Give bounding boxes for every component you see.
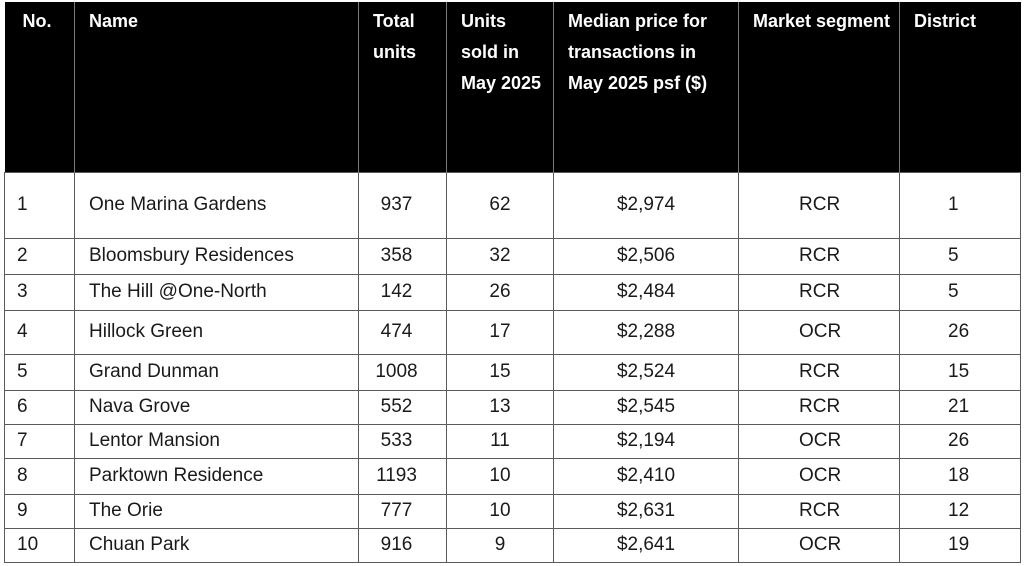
cell-units-sold: 10 <box>446 493 554 529</box>
table-row: 1 One Marina Gardens 937 62 $2,974 RCR 1 <box>4 171 1021 239</box>
cell-median-price: $2,545 <box>553 389 739 425</box>
table-row: 3 The Hill @One-North 142 26 $2,484 RCR 5 <box>4 273 1021 311</box>
table-row: 10 Chuan Park 916 9 $2,641 OCR 19 <box>4 527 1021 563</box>
cell-market-segment: OCR <box>738 423 900 459</box>
table-row: 4 Hillock Green 474 17 $2,288 OCR 26 <box>4 309 1021 355</box>
cell-units-sold: 13 <box>446 389 554 425</box>
cell-median-price: $2,410 <box>553 457 739 495</box>
cell-median-price: $2,484 <box>553 273 739 311</box>
cell-district: 5 <box>899 237 1021 275</box>
table-row: 8 Parktown Residence 1193 10 $2,410 OCR 18 <box>4 457 1021 495</box>
cell-district: 26 <box>899 423 1021 459</box>
cell-total-units: 552 <box>358 389 447 425</box>
cell-name: Parktown Residence <box>74 457 359 495</box>
cell-name: Nava Grove <box>74 389 359 425</box>
cell-market-segment: RCR <box>738 493 900 529</box>
cell-no: 10 <box>4 527 75 563</box>
cell-median-price: $2,524 <box>553 353 739 391</box>
cell-total-units: 142 <box>358 273 447 311</box>
header-district: District <box>899 2 1021 172</box>
cell-district: 15 <box>899 353 1021 391</box>
header-name: Name <box>74 2 359 172</box>
cell-district: 26 <box>899 309 1021 355</box>
cell-name: One Marina Gardens <box>74 171 359 239</box>
table-row: 2 Bloomsbury Residences 358 32 $2,506 RCR 5 <box>4 237 1021 275</box>
cell-total-units: 474 <box>358 309 447 355</box>
cell-median-price: $2,506 <box>553 237 739 275</box>
cell-no: 1 <box>4 171 75 239</box>
cell-total-units: 533 <box>358 423 447 459</box>
table-row: 5 Grand Dunman 1008 15 $2,524 RCR 15 <box>4 353 1021 391</box>
cell-total-units: 777 <box>358 493 447 529</box>
cell-market-segment: RCR <box>738 273 900 311</box>
cell-total-units: 937 <box>358 171 447 239</box>
cell-name: Hillock Green <box>74 309 359 355</box>
cell-units-sold: 15 <box>446 353 554 391</box>
cell-total-units: 1008 <box>358 353 447 391</box>
cell-name: Lentor Mansion <box>74 423 359 459</box>
cell-name: Chuan Park <box>74 527 359 563</box>
header-row: No. Name Total units Units sold in May 2… <box>4 2 1021 172</box>
cell-district: 1 <box>899 171 1021 239</box>
cell-median-price: $2,194 <box>553 423 739 459</box>
cell-units-sold: 11 <box>446 423 554 459</box>
cell-district: 12 <box>899 493 1021 529</box>
cell-district: 18 <box>899 457 1021 495</box>
header-market-segment: Market segment <box>738 2 900 172</box>
cell-total-units: 358 <box>358 237 447 275</box>
cell-market-segment: OCR <box>738 527 900 563</box>
cell-name: The Orie <box>74 493 359 529</box>
cell-no: 8 <box>4 457 75 495</box>
cell-district: 19 <box>899 527 1021 563</box>
cell-median-price: $2,974 <box>553 171 739 239</box>
table-row: 9 The Orie 777 10 $2,631 RCR 12 <box>4 493 1021 529</box>
cell-market-segment: OCR <box>738 309 900 355</box>
cell-no: 9 <box>4 493 75 529</box>
cell-district: 21 <box>899 389 1021 425</box>
cell-units-sold: 26 <box>446 273 554 311</box>
cell-district: 5 <box>899 273 1021 311</box>
cell-market-segment: RCR <box>738 389 900 425</box>
cell-name: Bloomsbury Residences <box>74 237 359 275</box>
header-units-sold: Units sold in May 2025 <box>446 2 554 172</box>
cell-market-segment: RCR <box>738 353 900 391</box>
cell-units-sold: 62 <box>446 171 554 239</box>
cell-units-sold: 9 <box>446 527 554 563</box>
cell-no: 6 <box>4 389 75 425</box>
header-no: No. <box>4 2 75 172</box>
cell-market-segment: RCR <box>738 237 900 275</box>
cell-units-sold: 10 <box>446 457 554 495</box>
cell-total-units: 916 <box>358 527 447 563</box>
cell-no: 4 <box>4 309 75 355</box>
cell-median-price: $2,631 <box>553 493 739 529</box>
table-row: 6 Nava Grove 552 13 $2,545 RCR 21 <box>4 389 1021 425</box>
cell-no: 7 <box>4 423 75 459</box>
cell-name: The Hill @One-North <box>74 273 359 311</box>
cell-units-sold: 32 <box>446 237 554 275</box>
cell-total-units: 1193 <box>358 457 447 495</box>
cell-no: 3 <box>4 273 75 311</box>
cell-market-segment: OCR <box>738 457 900 495</box>
cell-no: 5 <box>4 353 75 391</box>
cell-no: 2 <box>4 237 75 275</box>
header-median-price: Median price for transactions in May 202… <box>553 2 739 172</box>
cell-median-price: $2,641 <box>553 527 739 563</box>
cell-units-sold: 17 <box>446 309 554 355</box>
cell-name: Grand Dunman <box>74 353 359 391</box>
header-total-units: Total units <box>358 2 447 172</box>
sales-table: No. Name Total units Units sold in May 2… <box>4 2 1021 563</box>
cell-market-segment: RCR <box>738 171 900 239</box>
table-row: 7 Lentor Mansion 533 11 $2,194 OCR 26 <box>4 423 1021 459</box>
cell-median-price: $2,288 <box>553 309 739 355</box>
